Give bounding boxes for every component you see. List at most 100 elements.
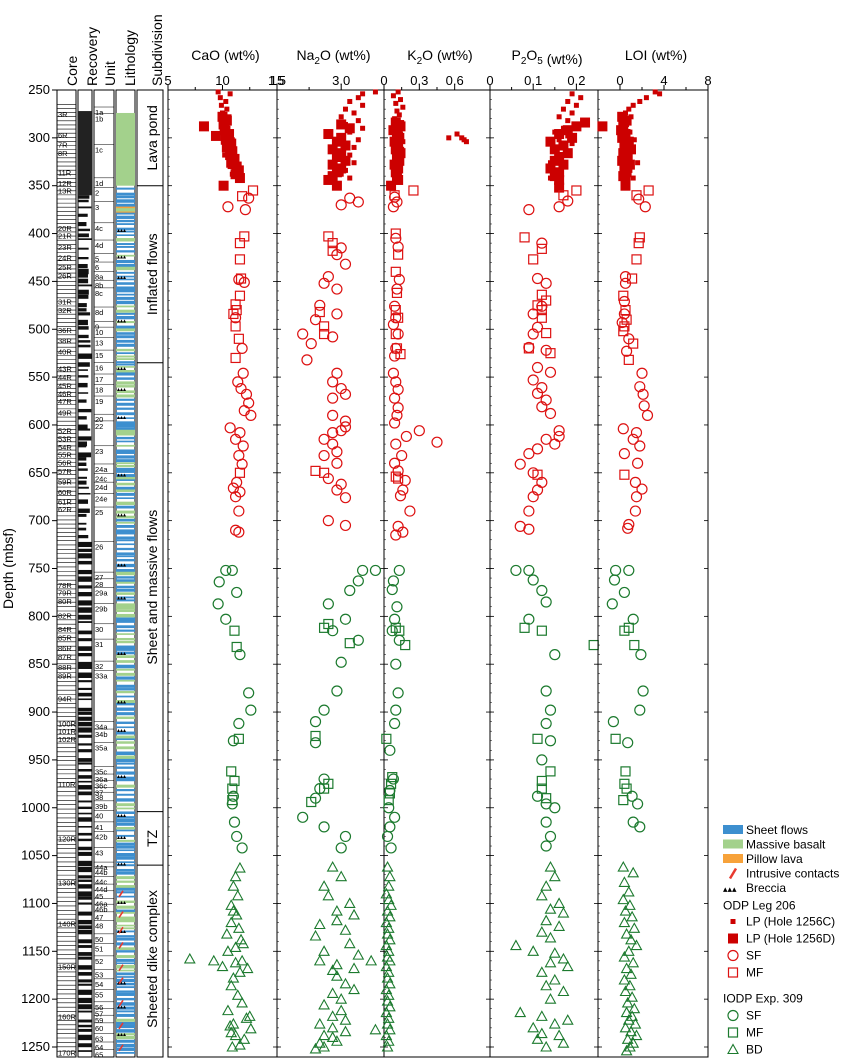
core-label: 55R bbox=[58, 451, 72, 460]
recovery-block bbox=[78, 284, 92, 287]
lithology-massive-band bbox=[116, 609, 135, 613]
recovery-block bbox=[78, 1010, 92, 1013]
lithology-massive-band bbox=[116, 1018, 135, 1022]
core-label: 40R bbox=[58, 347, 72, 356]
lithology-massive-band bbox=[116, 394, 135, 398]
panel-title-part: 2 bbox=[521, 56, 527, 67]
lithology-massive-band bbox=[116, 672, 135, 676]
point-lp-1256c bbox=[355, 118, 361, 124]
point-sf-iodp bbox=[622, 737, 634, 749]
panel-title-part: 2 bbox=[417, 56, 423, 67]
lithology-massive-band bbox=[116, 321, 135, 324]
x-tick-label: 10 bbox=[215, 73, 229, 88]
point-sf-odp bbox=[236, 458, 248, 470]
point-lp-1256c bbox=[454, 131, 460, 137]
legend-label: LP (Hole 1256C) bbox=[746, 915, 835, 929]
recovery-block bbox=[78, 652, 92, 657]
point-sf-odp bbox=[399, 474, 411, 487]
point-lp-1256c bbox=[395, 89, 401, 95]
point-sf-iodp bbox=[390, 704, 402, 716]
core-label: 56R bbox=[58, 458, 72, 467]
recovery-block bbox=[78, 666, 92, 669]
point-bd-iodp bbox=[229, 1029, 242, 1041]
point-mf-odp bbox=[623, 354, 634, 365]
lithology-massive-band bbox=[116, 208, 135, 212]
point-mf-odp bbox=[234, 290, 246, 301]
lithology-breccia-mark: ▴▴▴ bbox=[117, 562, 126, 568]
lithology-sheet-band bbox=[116, 651, 135, 655]
lithology-massive-band bbox=[116, 885, 135, 889]
point-sf-odp bbox=[331, 446, 343, 458]
point-bd-iodp bbox=[623, 979, 636, 991]
recovery-block bbox=[78, 614, 92, 620]
point-bd-iodp bbox=[535, 1027, 548, 1039]
lithology-intrusive-mark bbox=[118, 941, 124, 949]
core-label: 13R bbox=[58, 186, 72, 195]
point-sf-odp bbox=[391, 283, 403, 295]
unit-label: 52 bbox=[95, 957, 103, 966]
point-bd-iodp bbox=[382, 945, 395, 956]
lithology-sheet-band bbox=[116, 776, 135, 780]
lithology-breccia-mark: ▴▴▴ bbox=[117, 929, 126, 935]
lithology-massive-band bbox=[116, 637, 135, 641]
lithology-massive-band bbox=[116, 254, 135, 257]
recovery-block bbox=[78, 812, 92, 815]
recovery-block bbox=[78, 362, 90, 367]
core-label: 54R bbox=[58, 443, 72, 452]
recovery-block bbox=[78, 303, 87, 308]
unit-label: 24e bbox=[95, 495, 108, 504]
point-mf-odp bbox=[634, 232, 645, 243]
point-lp-1256c bbox=[360, 125, 366, 131]
point-lp-1256d bbox=[218, 119, 229, 130]
unit-label: 57 bbox=[95, 1010, 103, 1019]
point-bd-iodp bbox=[619, 1021, 632, 1033]
unit-label: 60 bbox=[95, 1024, 103, 1033]
lithology-sheet-band bbox=[116, 596, 135, 599]
legend-label: BD bbox=[746, 1043, 763, 1057]
lithology-massive-band bbox=[116, 916, 135, 921]
recovery-block bbox=[78, 875, 92, 879]
lithology-massive-band bbox=[116, 369, 135, 373]
point-sf-odp bbox=[549, 438, 561, 450]
point-mf-odp bbox=[391, 343, 403, 354]
recovery-block bbox=[78, 462, 87, 466]
lithology-breccia-mark: ▴▴▴ bbox=[117, 1004, 126, 1010]
legend-intrusive-symbol bbox=[728, 867, 738, 880]
point-bd-iodp bbox=[236, 996, 249, 1008]
point-lp-1256c bbox=[631, 137, 637, 143]
point-lp-1256c bbox=[397, 97, 403, 103]
core-label: 53R bbox=[58, 434, 72, 443]
core-label: 61R bbox=[58, 498, 72, 507]
point-sf-iodp bbox=[213, 576, 225, 588]
point-sf-odp bbox=[339, 421, 352, 433]
core-label: 84R bbox=[58, 625, 72, 634]
point-sf-iodp bbox=[352, 575, 364, 587]
point-sf-odp bbox=[327, 427, 339, 439]
point-sf-iodp bbox=[544, 735, 557, 747]
unit-label: 24c bbox=[95, 475, 107, 484]
lithology-intrusive-mark bbox=[118, 890, 124, 898]
x-tick-label: 0.1 bbox=[524, 73, 542, 88]
point-sf-iodp bbox=[384, 821, 396, 833]
depth-axis-label: Depth (mbsf) bbox=[0, 528, 16, 609]
lithology-sheet-band bbox=[116, 834, 135, 837]
point-sf-odp bbox=[390, 529, 402, 541]
recovery-block bbox=[78, 206, 92, 209]
point-bd-iodp bbox=[318, 880, 331, 891]
point-bd-iodp bbox=[365, 954, 378, 966]
point-bd-iodp bbox=[626, 910, 639, 922]
point-sf-iodp bbox=[339, 613, 352, 625]
point-mf-odp bbox=[631, 254, 642, 265]
point-lp-1256c bbox=[400, 104, 406, 110]
unit-label: 35a bbox=[95, 743, 108, 752]
point-mf-odp bbox=[631, 190, 642, 201]
point-bd-iodp bbox=[621, 1033, 634, 1044]
panel-title: Na2O (wt%) bbox=[296, 47, 370, 67]
recovery-block bbox=[78, 1034, 92, 1041]
point-lp-1256c bbox=[347, 175, 353, 181]
point-bd-iodp bbox=[240, 1012, 253, 1023]
point-sf-odp bbox=[397, 484, 409, 496]
point-sf-iodp bbox=[536, 584, 548, 597]
point-sf-odp bbox=[301, 354, 313, 366]
core-label: 26R bbox=[58, 272, 72, 281]
